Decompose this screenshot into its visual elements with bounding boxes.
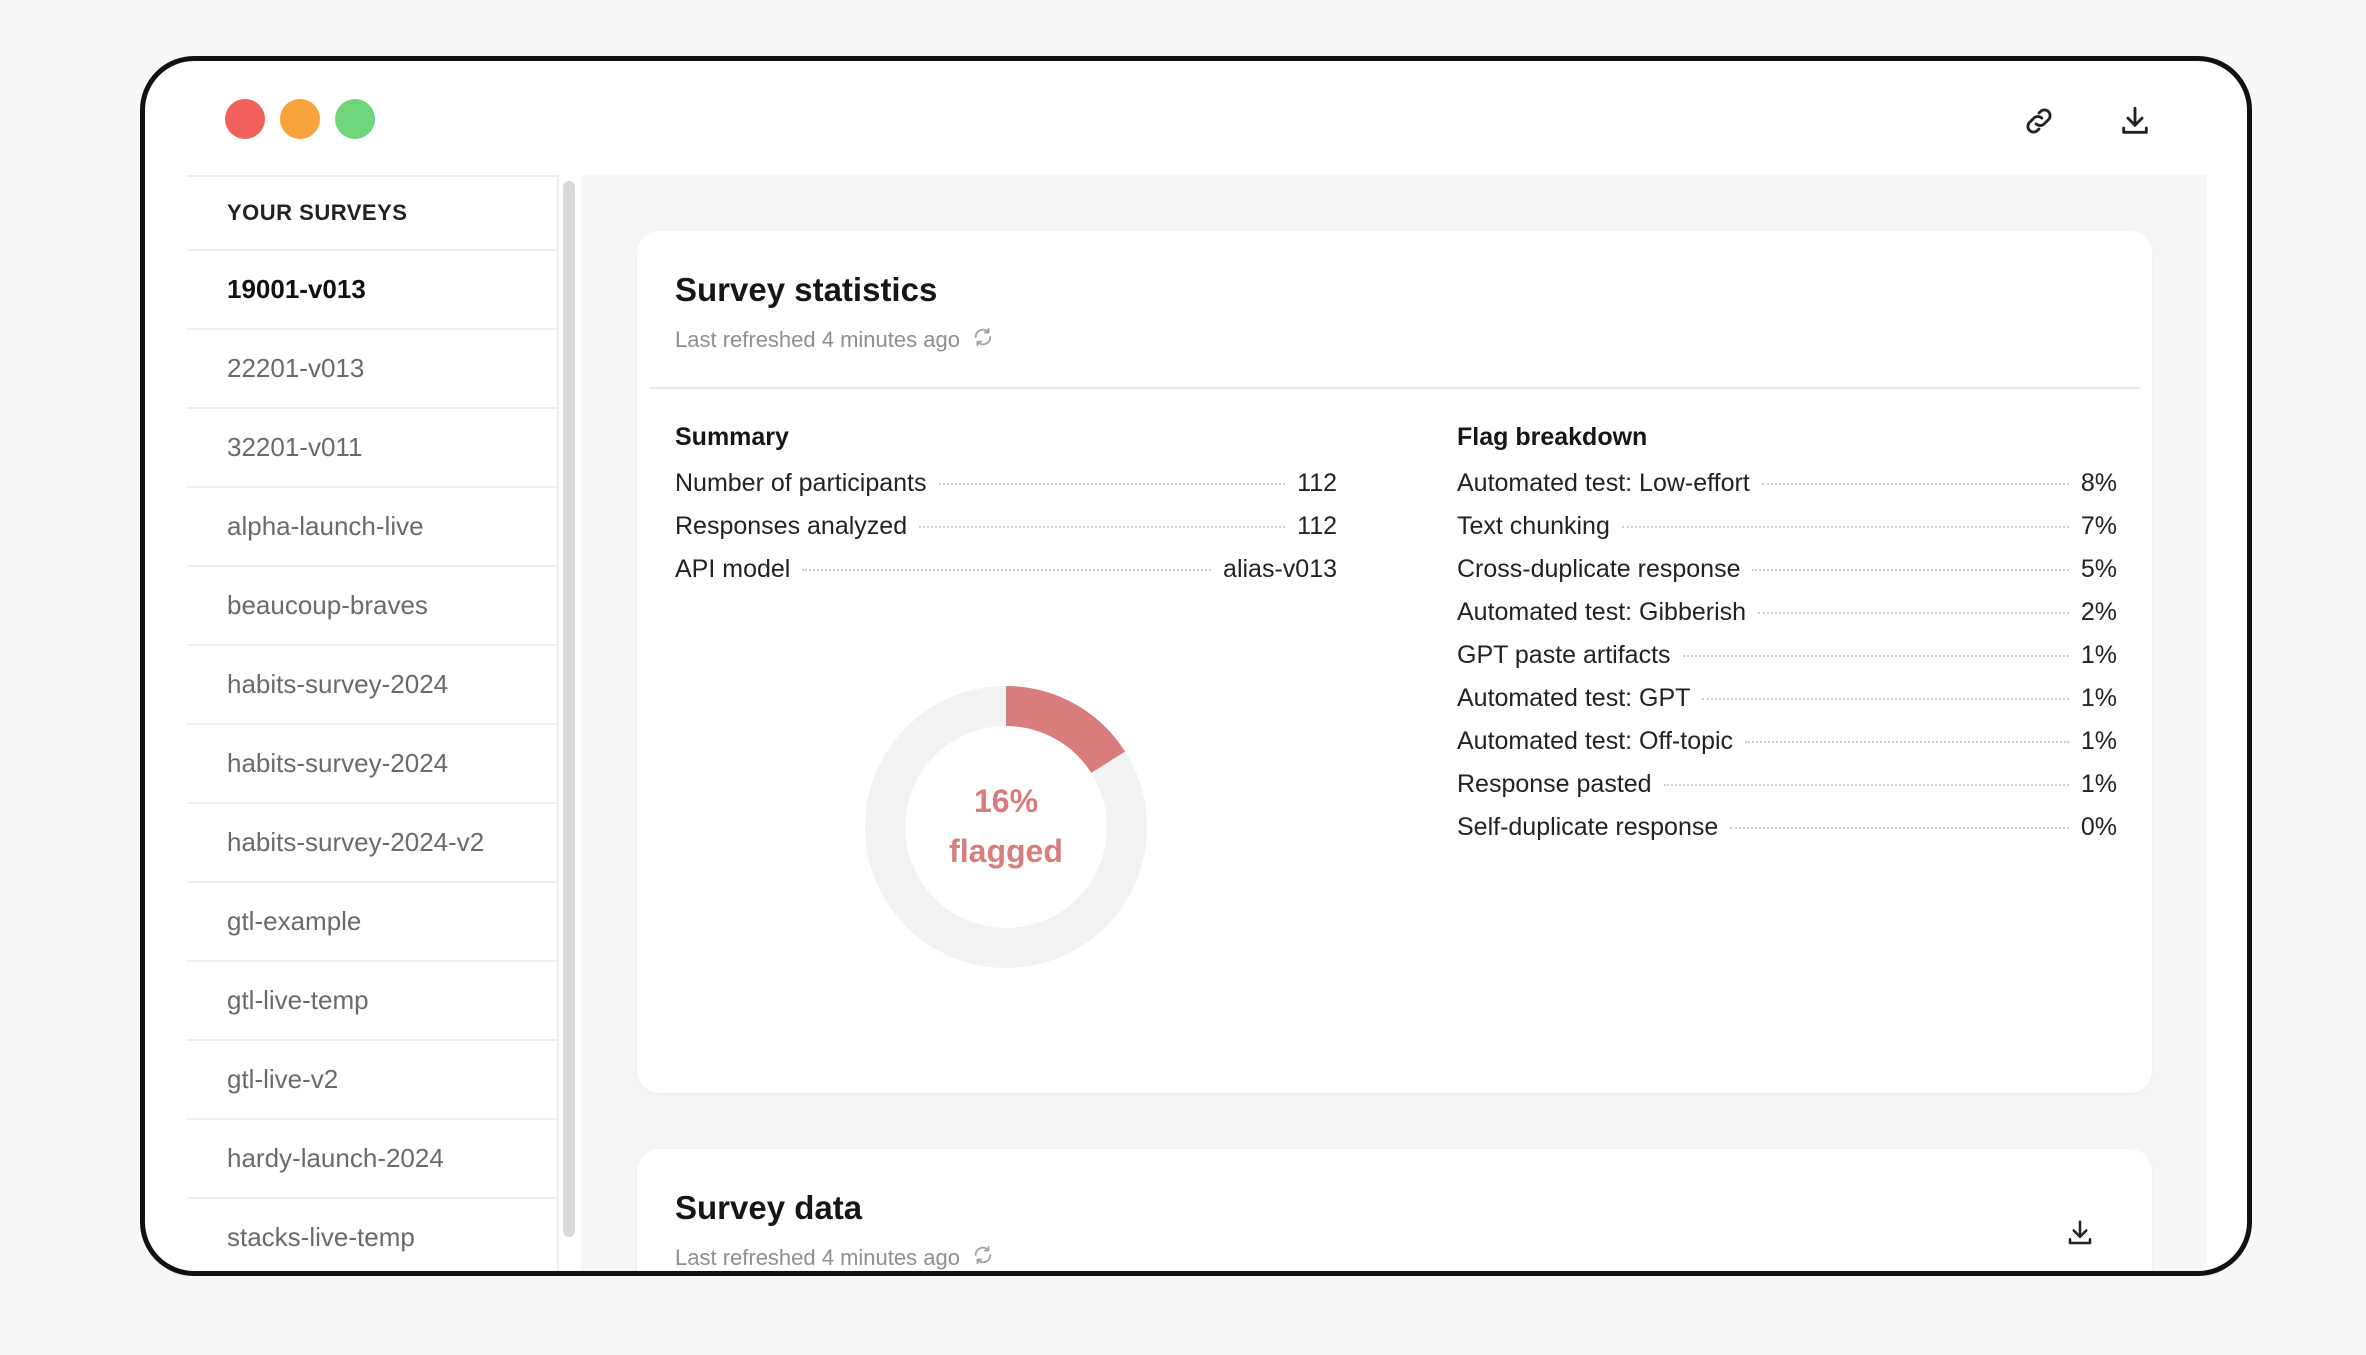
minimize-window-button[interactable] xyxy=(280,99,320,139)
sidebar-item[interactable]: 22201-v013 xyxy=(187,330,557,409)
refresh-icon[interactable] xyxy=(972,1244,994,1271)
stat-value: alias-v013 xyxy=(1223,555,1337,583)
close-window-button[interactable] xyxy=(225,99,265,139)
card-title: Survey statistics xyxy=(675,271,938,308)
stat-row: Cross-duplicate response 5% xyxy=(1457,555,2117,584)
dotted-leader xyxy=(919,526,1286,528)
stat-label: GPT paste artifacts xyxy=(1457,641,1671,669)
stat-label: Response pasted xyxy=(1457,770,1652,798)
stat-row: Automated test: Off-topic 1% xyxy=(1457,727,2117,756)
stat-label: Automated test: Off-topic xyxy=(1457,727,1734,755)
divider xyxy=(649,387,2140,389)
dotted-leader xyxy=(1761,483,2069,485)
flagged-percent: 16% xyxy=(973,783,1039,819)
dotted-leader xyxy=(1745,741,2069,743)
title-bar xyxy=(145,61,2247,175)
stat-row: API model alias-v013 xyxy=(675,555,1337,584)
sidebar-item[interactable]: stacks-live-temp xyxy=(187,1199,557,1271)
sidebar-scrollbar[interactable] xyxy=(563,181,575,1237)
stat-value: 1% xyxy=(2080,641,2117,669)
stat-value: 1% xyxy=(2080,684,2117,712)
flagged-caption: flagged xyxy=(949,833,1063,869)
stat-value: 1% xyxy=(2080,770,2117,798)
stat-value: 1% xyxy=(2080,727,2117,755)
sidebar-item[interactable]: gtl-example xyxy=(187,883,557,962)
sidebar-item[interactable]: gtl-live-temp xyxy=(187,962,557,1041)
stat-label: Text chunking xyxy=(1457,512,1610,540)
stat-value: 0% xyxy=(2080,813,2117,841)
stat-row: GPT paste artifacts 1% xyxy=(1457,641,2117,670)
stat-row: Automated test: Gibberish 2% xyxy=(1457,598,2117,627)
surveys-sidebar: YOUR SURVEYS 19001-v013 22201-v013 32201-v… xyxy=(187,175,559,1271)
card-title: Survey data xyxy=(675,1189,863,1226)
stat-row: Self-duplicate response 0% xyxy=(1457,813,2117,842)
flag-breakdown-title: Flag breakdown xyxy=(1457,423,1648,451)
donut-label: 16% flagged xyxy=(865,776,1147,876)
stat-value: 2% xyxy=(2080,598,2117,626)
stat-row: Automated test: GPT 1% xyxy=(1457,684,2117,713)
link-icon[interactable] xyxy=(2017,99,2061,143)
last-refreshed: Last refreshed 4 minutes ago xyxy=(675,326,994,354)
app-window: YOUR SURVEYS 19001-v013 22201-v013 32201-v… xyxy=(140,56,2252,1276)
sidebar-item[interactable]: habits-survey-2024 xyxy=(187,646,557,725)
stat-row: Responses analyzed 112 xyxy=(675,512,1337,541)
survey-data-card: Survey data Last refreshed 4 minutes ago xyxy=(637,1149,2152,1271)
sidebar-item[interactable]: 32201-v011 xyxy=(187,409,557,488)
refresh-icon[interactable] xyxy=(972,326,994,354)
sidebar-item[interactable]: hardy-launch-2024 xyxy=(187,1120,557,1199)
maximize-window-button[interactable] xyxy=(335,99,375,139)
dotted-leader xyxy=(1752,569,2069,571)
sidebar-item[interactable]: beaucoup-braves xyxy=(187,567,557,646)
sidebar-item[interactable]: alpha-launch-live xyxy=(187,488,557,567)
stat-value: 7% xyxy=(2080,512,2117,540)
dotted-leader xyxy=(1621,526,2069,528)
dotted-leader xyxy=(938,483,1286,485)
dotted-leader xyxy=(1682,655,2069,657)
last-refreshed: Last refreshed 4 minutes ago xyxy=(675,1244,994,1271)
flagged-donut-chart xyxy=(865,686,1147,968)
sidebar-item[interactable]: 19001-v013 xyxy=(187,251,557,330)
donut-flagged-arc xyxy=(1005,686,1126,774)
dotted-leader xyxy=(1702,698,2069,700)
stat-label: Automated test: Low-effort xyxy=(1457,469,1750,497)
stat-value: 112 xyxy=(1297,512,1337,540)
last-refreshed-text: Last refreshed 4 minutes ago xyxy=(675,1245,960,1270)
stat-label: Automated test: GPT xyxy=(1457,684,1691,712)
stat-label: API model xyxy=(675,555,791,583)
sidebar-header: YOUR SURVEYS xyxy=(187,175,557,251)
last-refreshed-text: Last refreshed 4 minutes ago xyxy=(675,327,960,352)
stat-row: Number of participants 112 xyxy=(675,469,1337,498)
dotted-leader xyxy=(802,569,1212,571)
main-content: Survey statistics Last refreshed 4 minut… xyxy=(581,175,2207,1271)
stat-label: Automated test: Gibberish xyxy=(1457,598,1747,626)
dotted-leader xyxy=(1663,784,2069,786)
sidebar-item[interactable]: habits-survey-2024 xyxy=(187,725,557,804)
stat-value: 112 xyxy=(1297,469,1337,497)
sidebar-item[interactable]: habits-survey-2024-v2 xyxy=(187,804,557,883)
download-icon[interactable] xyxy=(2113,99,2157,143)
stat-label: Cross-duplicate response xyxy=(1457,555,1741,583)
stat-label: Self-duplicate response xyxy=(1457,813,1719,841)
download-data-icon[interactable] xyxy=(2058,1211,2102,1255)
stat-row: Automated test: Low-effort 8% xyxy=(1457,469,2117,498)
dotted-leader xyxy=(1730,827,2069,829)
sidebar-item[interactable]: gtl-live-v2 xyxy=(187,1041,557,1120)
stat-label: Number of participants xyxy=(675,469,927,497)
stat-value: 8% xyxy=(2080,469,2117,497)
stat-value: 5% xyxy=(2080,555,2117,583)
stat-label: Responses analyzed xyxy=(675,512,908,540)
dotted-leader xyxy=(1758,612,2069,614)
survey-statistics-card: Survey statistics Last refreshed 4 minut… xyxy=(637,231,2152,1093)
stat-row: Response pasted 1% xyxy=(1457,770,2117,799)
stat-row: Text chunking 7% xyxy=(1457,512,2117,541)
summary-title: Summary xyxy=(675,423,789,451)
